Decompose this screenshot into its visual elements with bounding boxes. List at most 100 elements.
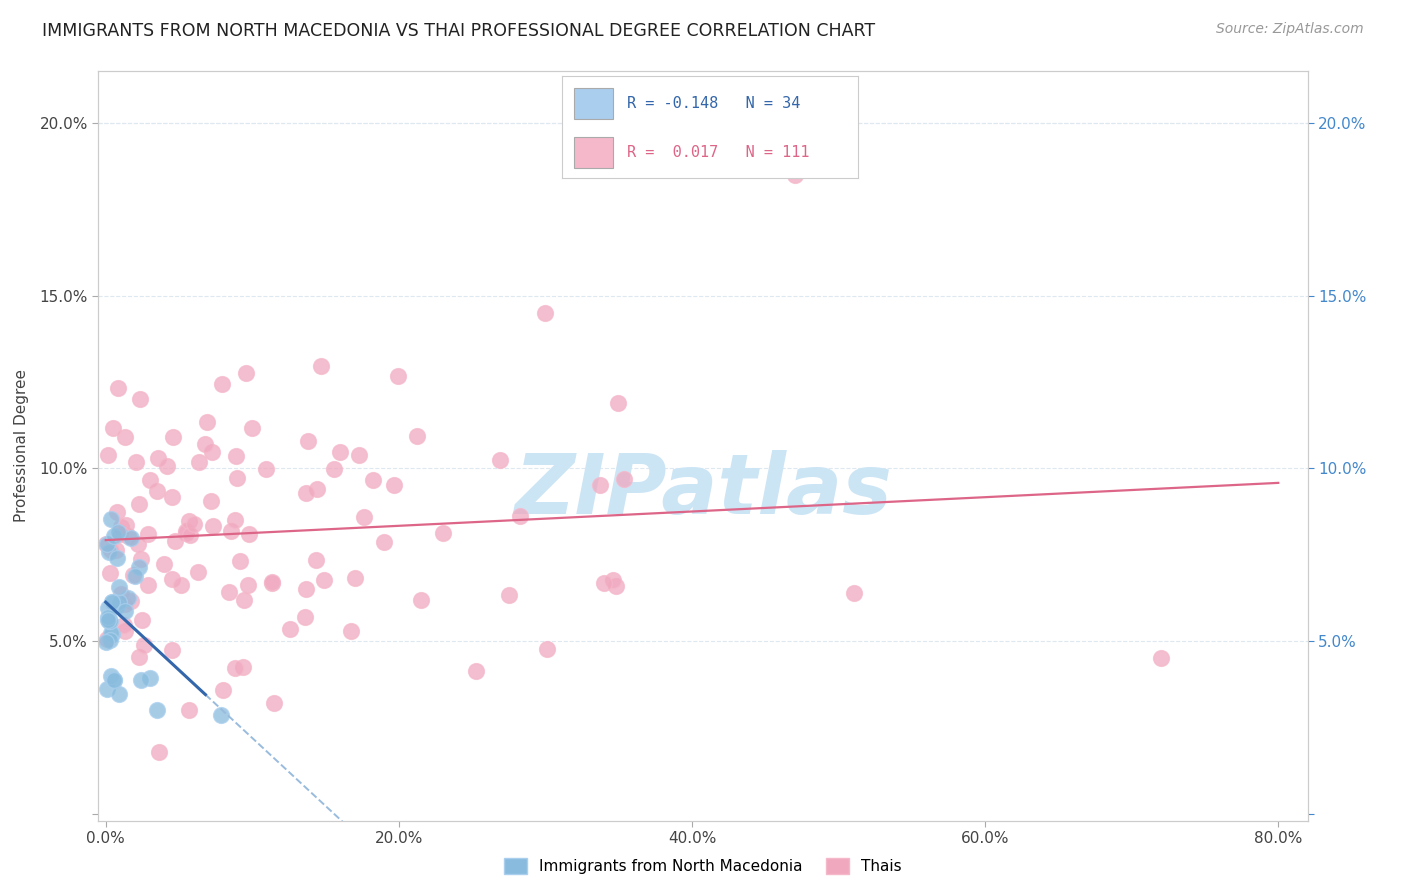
Point [128, 559, 150, 574]
Point [96, 635, 118, 649]
Text: R = -0.148   N = 34: R = -0.148 N = 34 [627, 96, 801, 111]
Point [183, 517, 205, 532]
Point [297, 434, 319, 449]
Point [165, 534, 187, 549]
Point [294, 582, 316, 597]
Point [593, 575, 616, 590]
Point [103, 529, 125, 543]
Point [294, 610, 316, 624]
Text: IMMIGRANTS FROM NORTH MACEDONIA VS THAI PROFESSIONAL DEGREE CORRELATION CHART: IMMIGRANTS FROM NORTH MACEDONIA VS THAI … [42, 22, 876, 40]
Point [125, 455, 148, 469]
Point [219, 524, 242, 538]
Point [309, 359, 332, 373]
Point [225, 471, 247, 485]
Point [209, 708, 232, 723]
Point [607, 396, 630, 410]
Point [128, 497, 150, 511]
Point [305, 553, 328, 567]
Point [162, 491, 184, 505]
Point [489, 453, 512, 467]
Point [107, 381, 129, 395]
Point [224, 513, 246, 527]
Point [218, 584, 240, 599]
Point [224, 661, 246, 675]
Point [103, 673, 125, 687]
Point [160, 643, 183, 657]
Point [138, 577, 160, 591]
Point [194, 437, 217, 451]
Point [131, 614, 153, 628]
Point [132, 638, 155, 652]
Point [97, 601, 120, 615]
Point [94, 537, 117, 551]
Point [129, 673, 152, 688]
Point [613, 472, 636, 486]
Point [128, 650, 150, 665]
Point [432, 525, 454, 540]
Point [225, 449, 247, 463]
Point [842, 586, 865, 600]
Point [498, 588, 520, 602]
Point [105, 505, 128, 519]
Point [117, 591, 139, 605]
Bar [574, 88, 613, 119]
Point [260, 575, 283, 590]
Point [103, 673, 125, 688]
Point [129, 392, 152, 406]
Point [605, 579, 627, 593]
Point [1150, 651, 1173, 665]
Point [115, 518, 138, 533]
Point [120, 532, 142, 546]
Point [200, 494, 222, 508]
Point [305, 482, 328, 496]
Text: ZIPatlas: ZIPatlas [515, 450, 891, 532]
Point [382, 478, 405, 492]
Point [343, 571, 366, 585]
Point [139, 474, 162, 488]
Point [101, 595, 124, 609]
Point [112, 617, 135, 632]
Point [101, 421, 124, 435]
Point [114, 430, 136, 444]
Point [127, 537, 149, 551]
Point [188, 455, 211, 469]
Point [353, 509, 375, 524]
Point [263, 696, 285, 710]
Point [170, 577, 193, 591]
Point [179, 703, 201, 717]
Point [179, 528, 201, 542]
Point [212, 683, 235, 698]
Point [105, 599, 128, 613]
Point [232, 660, 254, 674]
Point [329, 445, 352, 459]
Point [100, 543, 122, 558]
Point [146, 703, 169, 717]
Text: Source: ZipAtlas.com: Source: ZipAtlas.com [1216, 22, 1364, 37]
Point [120, 594, 142, 608]
Point [100, 625, 122, 640]
Point [156, 458, 179, 473]
Point [174, 525, 197, 540]
Point [110, 520, 132, 534]
Point [105, 550, 128, 565]
Point [195, 415, 218, 429]
Y-axis label: Professional Degree: Professional Degree [14, 369, 28, 523]
Point [114, 624, 136, 638]
Point [97, 613, 120, 627]
Point [464, 665, 486, 679]
Point [280, 622, 302, 636]
Point [97, 610, 120, 624]
Point [107, 524, 129, 539]
Point [124, 569, 146, 583]
Point [347, 448, 370, 462]
Point [211, 376, 233, 391]
Point [509, 508, 531, 523]
Point [187, 566, 209, 580]
Point [108, 580, 131, 594]
Point [162, 572, 184, 586]
Point [254, 462, 277, 476]
Point [602, 573, 624, 587]
Point [146, 450, 169, 465]
Point [108, 687, 131, 701]
Point [536, 642, 558, 657]
